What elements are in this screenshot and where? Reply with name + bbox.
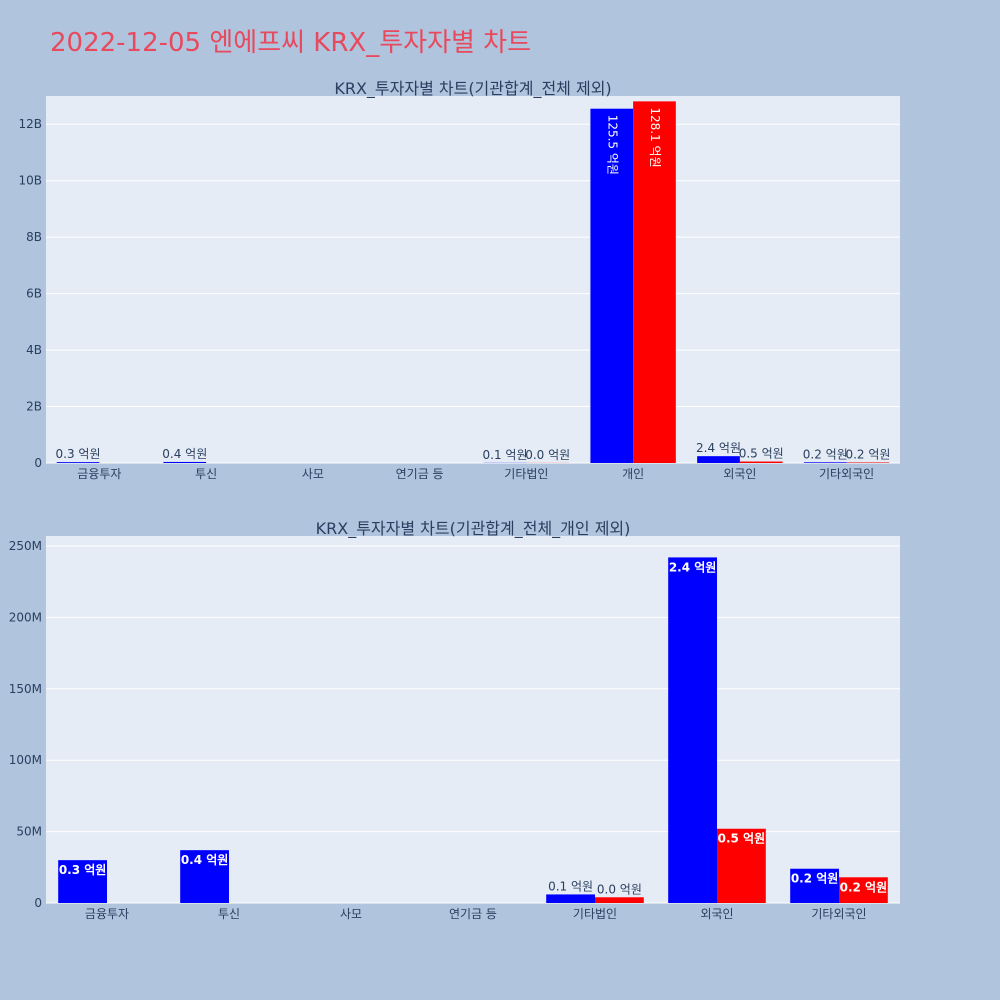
- bar: [846, 462, 890, 463]
- data-label: 0.5 억원: [718, 832, 766, 846]
- x-tick-label: 기타외국인: [811, 907, 866, 921]
- bar: [595, 897, 644, 903]
- x-tick-label: 외국인: [723, 467, 756, 481]
- y-tick-label: 10B: [18, 174, 42, 188]
- y-tick-label: 50M: [16, 825, 42, 839]
- data-label: 2.4 억원: [696, 441, 741, 455]
- bar: [790, 868, 839, 903]
- bar: [58, 860, 107, 903]
- data-label: 2.4 억원: [669, 560, 717, 574]
- y-tick-label: 2B: [26, 400, 42, 414]
- chart-title: KRX_투자자별 차트(기관합계_전체_개인 제외): [316, 519, 631, 539]
- bar: [668, 557, 717, 903]
- data-label: 0.4 억원: [162, 447, 207, 461]
- x-tick-label: 외국인: [700, 907, 733, 921]
- x-tick-label: 개인: [622, 467, 644, 481]
- y-tick-label: 100M: [9, 753, 42, 767]
- x-tick-label: 금융투자: [77, 467, 121, 481]
- x-tick-label: 사모: [340, 907, 362, 921]
- x-tick-label: 투신: [218, 907, 240, 921]
- y-tick-label: 4B: [26, 343, 42, 357]
- x-tick-label: 연기금 등: [396, 467, 444, 481]
- x-tick-label: 기타법인: [573, 907, 617, 921]
- y-tick-label: 0: [34, 456, 42, 470]
- bar: [839, 877, 888, 903]
- bar: [590, 108, 634, 463]
- data-label: 0.0 억원: [597, 882, 642, 896]
- x-tick-label: 연기금 등: [449, 907, 497, 921]
- page-title: 2022-12-05 엔에프씨 KRX_투자자별 차트: [50, 28, 532, 58]
- y-tick-label: 12B: [18, 117, 42, 131]
- data-label: 0.2 억원: [803, 447, 848, 461]
- plot-area: [46, 536, 900, 903]
- bar: [180, 850, 229, 903]
- bar: [717, 828, 766, 903]
- y-tick-label: 8B: [26, 230, 42, 244]
- bar: [633, 101, 676, 464]
- data-label: 125.5 억원: [605, 115, 619, 175]
- data-label: 0.0 억원: [525, 448, 570, 462]
- data-label: 128.1 억원: [648, 107, 662, 167]
- data-label: 0.4 억원: [181, 853, 229, 867]
- bar: [803, 462, 847, 463]
- x-tick-label: 투신: [195, 467, 217, 481]
- data-label: 0.5 억원: [739, 447, 784, 461]
- data-label: 0.1 억원: [548, 879, 593, 893]
- bar: [56, 462, 100, 463]
- chart-title: KRX_투자자별 차트(기관합계_전체 제외): [334, 79, 611, 99]
- bar: [163, 461, 207, 463]
- bar: [739, 461, 783, 463]
- data-label: 0.3 억원: [59, 863, 107, 877]
- y-tick-label: 200M: [9, 610, 42, 624]
- data-label: 0.2 억원: [840, 880, 888, 894]
- bar: [697, 456, 740, 463]
- x-tick-label: 금융투자: [85, 907, 129, 921]
- data-label: 0.2 억원: [791, 872, 839, 886]
- plot-area: [46, 96, 900, 463]
- y-tick-label: 0: [34, 896, 42, 910]
- y-tick-label: 6B: [26, 287, 42, 301]
- x-tick-label: 사모: [302, 467, 324, 481]
- data-label: 0.1 억원: [483, 448, 528, 462]
- data-label: 0.2 억원: [845, 447, 890, 461]
- y-tick-label: 250M: [9, 539, 42, 553]
- bar: [546, 894, 595, 903]
- x-tick-label: 기타외국인: [819, 467, 874, 481]
- data-label: 0.3 억원: [56, 447, 101, 461]
- x-tick-label: 기타법인: [504, 467, 548, 481]
- y-tick-label: 150M: [9, 682, 42, 696]
